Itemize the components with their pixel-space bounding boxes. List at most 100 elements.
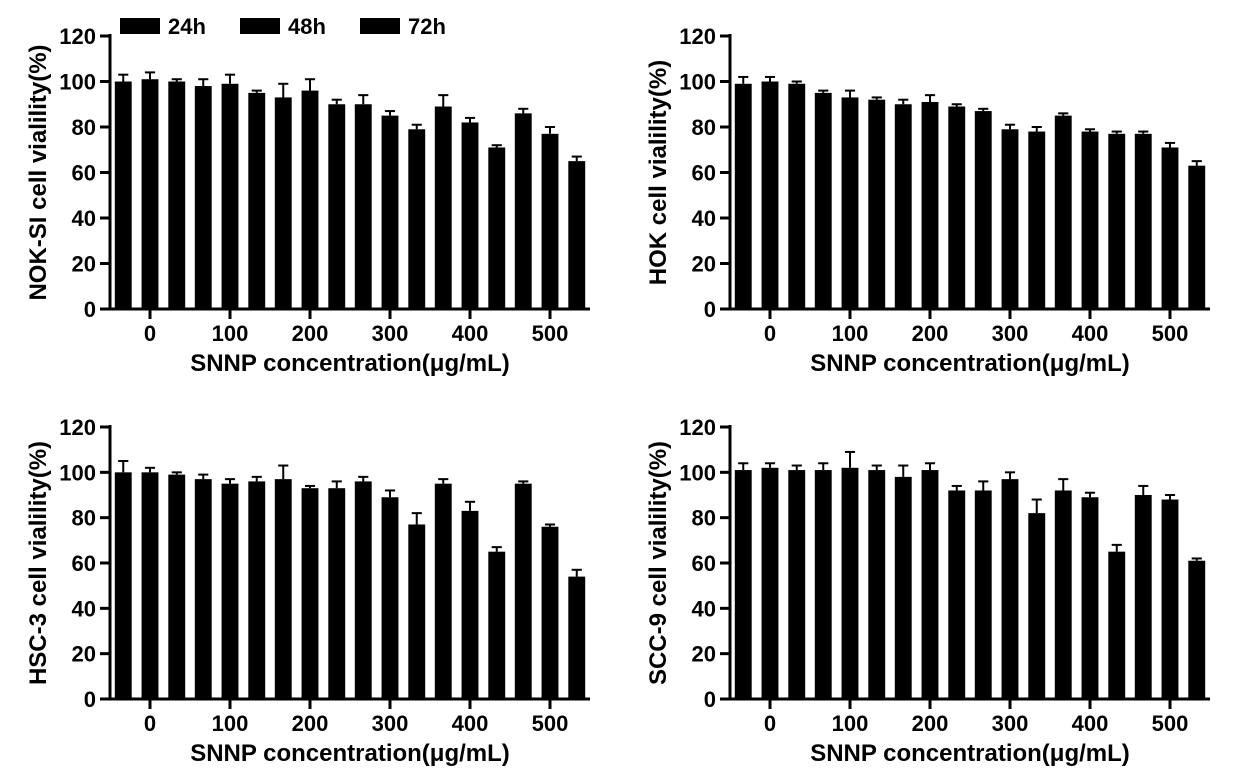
x-tick-label: 100 — [832, 321, 869, 346]
y-tick-label: 80 — [72, 115, 96, 140]
bar-24h — [195, 479, 212, 699]
y-tick-label: 100 — [679, 70, 716, 95]
x-axis-label: SNNP concentration(μg/mL) — [810, 740, 1130, 767]
bar-72h — [1108, 134, 1125, 309]
bar-48h — [1082, 497, 1099, 699]
bar-72h — [948, 107, 965, 309]
y-tick-label: 100 — [679, 460, 716, 485]
x-tick-label: 200 — [912, 321, 949, 346]
y-tick-label: 20 — [72, 252, 96, 277]
bar-72h — [248, 481, 265, 699]
y-tick-label: 60 — [72, 551, 96, 576]
y-tick-label: 20 — [692, 252, 716, 277]
y-tick-label: 40 — [692, 596, 716, 621]
x-tick-label: 300 — [372, 711, 409, 736]
bar-72h — [1028, 513, 1045, 699]
y-axis-label: SCC-9 cell vialility(%) — [645, 441, 672, 685]
x-tick-label: 0 — [764, 711, 776, 736]
bar-24h — [735, 470, 752, 699]
x-tick-label: 200 — [912, 711, 949, 736]
bar-24h — [895, 104, 912, 309]
bar-72h — [1188, 166, 1205, 309]
bar-24h — [815, 470, 832, 699]
bar-72h — [1188, 561, 1205, 699]
bar-24h — [1055, 490, 1072, 699]
y-axis-label: NOK-SI cell vialility(%) — [25, 44, 52, 300]
bar-48h — [382, 497, 399, 699]
y-tick-label: 0 — [84, 687, 96, 712]
bar-48h — [142, 79, 159, 309]
bar-72h — [408, 129, 425, 309]
x-tick-label: 300 — [992, 711, 1029, 736]
bar-48h — [1002, 479, 1019, 699]
bar-72h — [488, 147, 505, 309]
x-tick-label: 500 — [1152, 321, 1189, 346]
bar-72h — [788, 470, 805, 699]
bar-72h — [168, 82, 185, 310]
bar-24h — [195, 86, 212, 309]
y-tick-label: 40 — [692, 206, 716, 231]
legend-label-48h: 48h — [288, 14, 326, 39]
panel-nok-si: 0204060801001200100200300400500NOK-SI ce… — [0, 0, 620, 391]
chart-scc-9: 0204060801001200100200300400500SCC-9 cel… — [640, 401, 1220, 771]
bar-48h — [462, 122, 479, 309]
bar-72h — [408, 524, 425, 699]
x-axis-label: SNNP concentration(μg/mL) — [810, 350, 1130, 377]
bar-72h — [488, 552, 505, 699]
bar-24h — [1135, 495, 1152, 699]
x-tick-label: 300 — [992, 321, 1029, 346]
y-tick-label: 60 — [692, 161, 716, 186]
bar-48h — [762, 82, 779, 310]
bar-48h — [142, 472, 159, 699]
y-tick-label: 0 — [704, 297, 716, 322]
x-tick-label: 500 — [1152, 711, 1189, 736]
x-tick-label: 200 — [292, 711, 329, 736]
bar-72h — [868, 470, 885, 699]
bar-72h — [248, 93, 265, 309]
bar-24h — [895, 477, 912, 699]
bar-72h — [328, 488, 345, 699]
x-tick-label: 200 — [292, 321, 329, 346]
bar-24h — [975, 490, 992, 699]
bar-48h — [1082, 132, 1099, 309]
legend-label-72h: 72h — [408, 14, 446, 39]
x-tick-label: 400 — [452, 711, 489, 736]
bar-48h — [842, 468, 859, 699]
chart-hsc-3: 0204060801001200100200300400500HSC-3 cel… — [20, 401, 600, 771]
bar-72h — [328, 104, 345, 309]
y-tick-label: 120 — [59, 415, 96, 440]
bar-48h — [762, 468, 779, 699]
x-tick-label: 0 — [144, 321, 156, 346]
bar-24h — [355, 481, 372, 699]
x-tick-label: 300 — [372, 321, 409, 346]
legend-swatch-72h — [360, 18, 400, 34]
chart-hok: 0204060801001200100200300400500HOK cell … — [640, 10, 1220, 381]
x-tick-label: 500 — [532, 711, 569, 736]
bar-24h — [1135, 134, 1152, 309]
panel-scc-9: 0204060801001200100200300400500SCC-9 cel… — [620, 391, 1240, 781]
bar-72h — [1028, 132, 1045, 309]
x-tick-label: 500 — [532, 321, 569, 346]
x-tick-label: 0 — [764, 321, 776, 346]
y-tick-label: 120 — [679, 415, 716, 440]
y-tick-label: 120 — [679, 24, 716, 49]
bar-48h — [382, 116, 399, 309]
bar-48h — [302, 91, 319, 309]
bar-24h — [435, 484, 452, 699]
y-tick-label: 0 — [84, 297, 96, 322]
legend-swatch-24h — [120, 18, 160, 34]
bar-48h — [1162, 147, 1179, 309]
bar-72h — [948, 490, 965, 699]
bar-24h — [115, 472, 132, 699]
y-tick-label: 0 — [704, 687, 716, 712]
bar-72h — [168, 475, 185, 699]
bar-24h — [1055, 116, 1072, 309]
y-axis-label: HOK cell vialility(%) — [645, 60, 672, 285]
bar-72h — [568, 577, 585, 699]
bar-48h — [542, 134, 559, 309]
bar-48h — [1162, 500, 1179, 699]
bar-48h — [302, 488, 319, 699]
bar-48h — [542, 527, 559, 699]
y-tick-label: 40 — [72, 596, 96, 621]
bar-72h — [568, 161, 585, 309]
